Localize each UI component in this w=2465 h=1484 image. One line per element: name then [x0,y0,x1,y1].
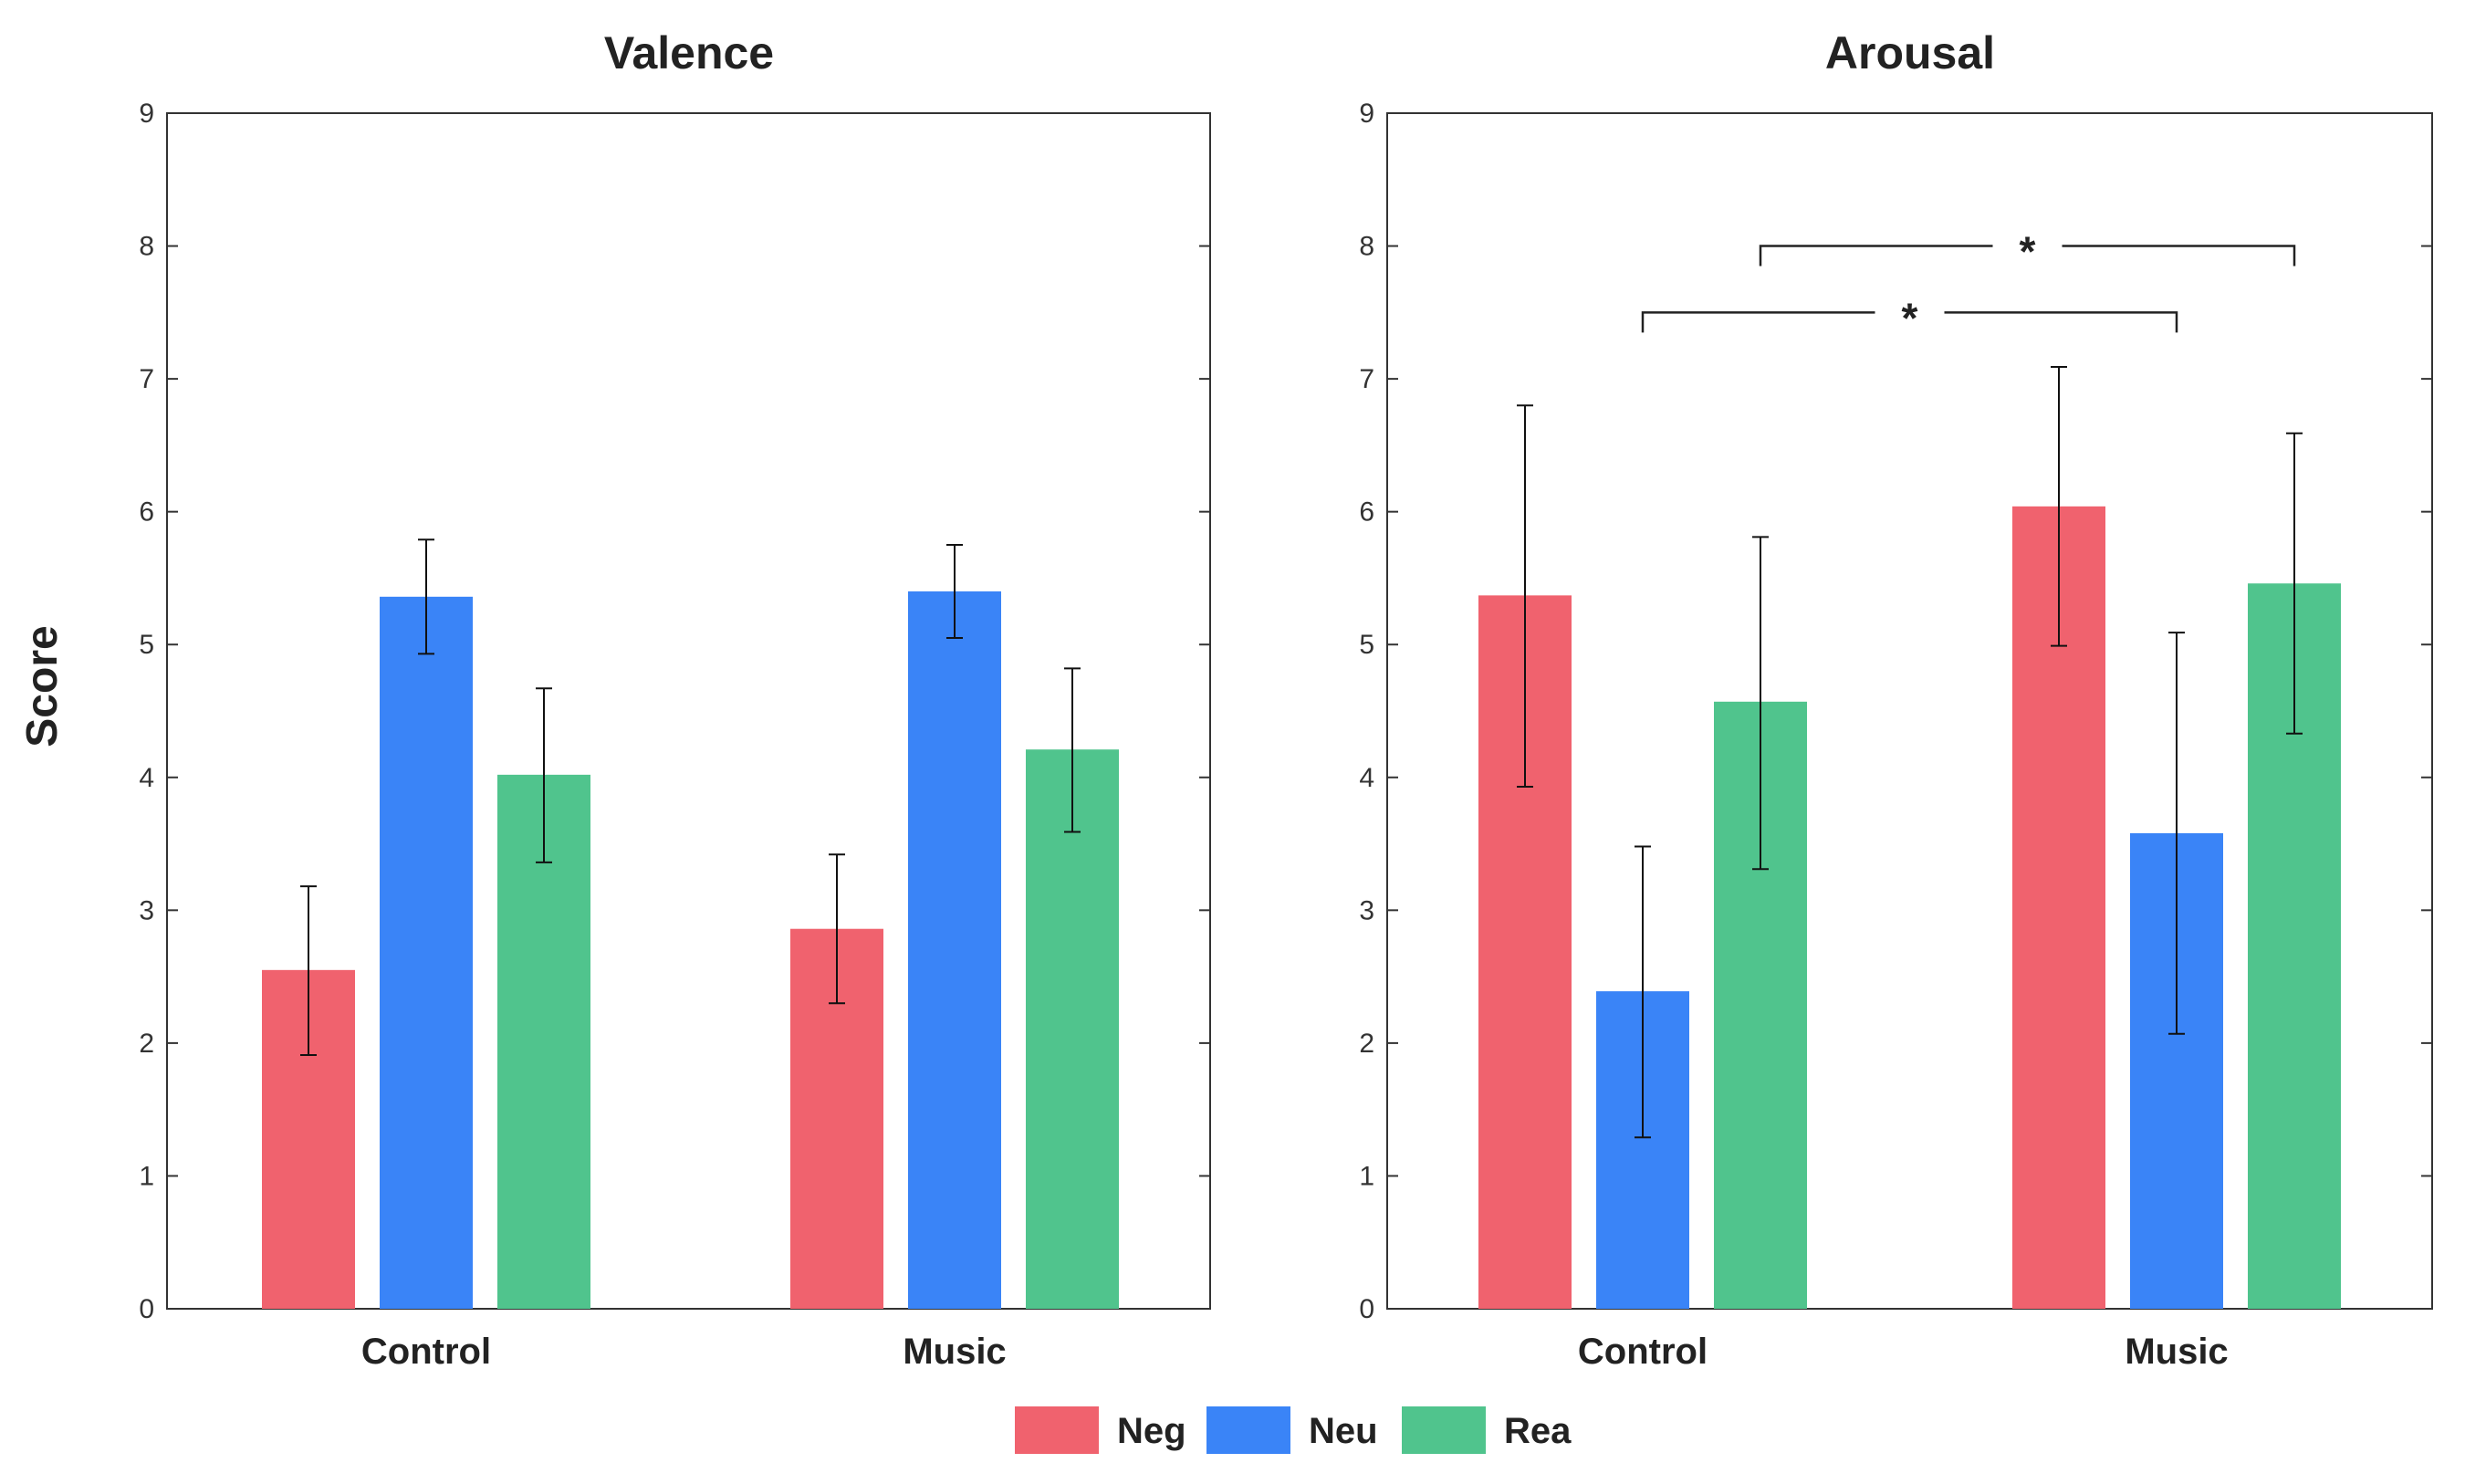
legend-label-rea: Rea [1504,1411,1572,1451]
y-axis-label: Score [18,625,67,747]
legend-label-neg: Neg [1117,1411,1186,1451]
y-tick-label: 9 [1359,99,1374,129]
panel-title-arousal: Arousal [1825,27,1995,78]
panel-arousal: Arousal 0 1 2 3 4 5 6 7 8 9 Control Music * * [1359,27,2433,1372]
significance-bracket-right [1944,311,2178,333]
y-tick-label: 2 [1359,1029,1374,1059]
axes-box-arousal [1386,112,2433,1310]
y-tick-label: 5 [1359,630,1374,660]
significance-star: * [1902,294,1918,341]
y-tick-label: 8 [139,232,154,262]
y-tick-label: 0 [1359,1294,1374,1324]
bar-valence-music-neu [908,591,1001,1309]
y-tick-label: 6 [139,497,154,528]
x-tick-label-control: Control [361,1332,491,1372]
y-tick-label: 3 [139,895,154,925]
panel-title-valence: Valence [604,27,774,78]
bar-valence-music-rea [1026,749,1119,1309]
significance-bracket-right [2062,245,2296,266]
legend: Neg Neu Rea [1015,1406,1572,1454]
x-tick-label-music: Music [903,1332,1006,1372]
y-tick-label: 7 [139,364,154,394]
y-tick-label: 4 [1359,763,1374,793]
y-tick-label: 0 [139,1294,154,1324]
legend-swatch-rea [1402,1406,1486,1454]
x-tick-label-control: Control [1578,1332,1708,1372]
significance-bracket-left [1641,311,1875,333]
axes-box-valence [166,112,1211,1310]
significance-star: * [2020,228,2036,276]
bar-valence-control-rea [497,774,590,1309]
y-tick-label: 1 [1359,1161,1374,1191]
y-tick-label: 1 [139,1161,154,1191]
y-tick-label: 9 [139,99,154,129]
bar-valence-control-neu [380,596,473,1309]
y-tick-label: 8 [1359,232,1374,262]
y-tick-label: 7 [1359,364,1374,394]
y-tick-label: 3 [1359,895,1374,925]
legend-swatch-neg [1015,1406,1099,1454]
x-tick-label-music: Music [2125,1332,2228,1372]
y-tick-label: 6 [1359,497,1374,528]
legend-label-neu: Neu [1309,1411,1378,1451]
legend-swatch-neu [1206,1406,1290,1454]
panel-valence: Valence 0 1 2 3 4 5 6 7 8 9 Control Music [139,27,1211,1372]
significance-bracket-left [1759,245,1993,266]
y-tick-label: 5 [139,630,154,660]
y-tick-label: 4 [139,763,154,793]
y-tick-label: 2 [139,1029,154,1059]
